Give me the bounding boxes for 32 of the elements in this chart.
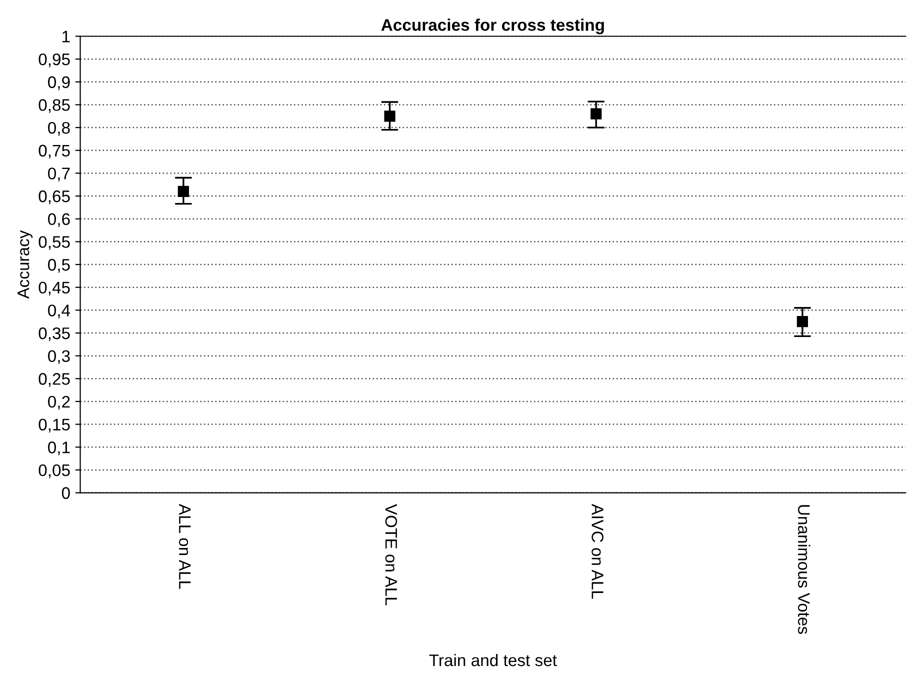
x-tick-label: AIVC on ALL [592,504,604,599]
point [384,110,396,122]
x-tick-label: ALL on ALL [178,504,191,589]
y-tick-label: 0,35 [38,327,70,342]
y-tick-label: 0,95 [38,53,70,68]
y-tick-label: 0,05 [38,464,70,478]
y-tick-label: 0,75 [38,144,70,159]
y-tick-label: 0,85 [38,99,70,113]
y-tick-label: 0,15 [38,418,70,432]
x-tick-label: Unanimous Votes [798,505,810,634]
y-tick-label: 0,6 [48,213,70,228]
point [796,316,808,328]
y-tick-label: 0,3 [48,350,70,364]
y-tick-label: 0 [62,487,70,499]
y-tick-label: 0,65 [38,190,70,204]
x-axis-title: Train and test set [429,654,557,666]
point [178,186,189,198]
y-tick-label: 0,45 [38,282,70,296]
y-tick-label: 0,2 [48,396,70,410]
y-tick-label: 0,5 [48,258,70,273]
y-tick-label: 1 [62,30,70,42]
chart-title: Accuracies for cross testing [381,18,604,34]
y-tick-label: 0,7 [48,168,70,182]
y-tick-label: 0,8 [48,122,70,136]
y-tick-label: 0,25 [38,373,70,387]
y-axis-title: Accuracy [18,230,33,299]
x-tick-label: VOTE on ALL [385,504,398,606]
y-tick-label: 0,55 [38,236,70,250]
y-tick-label: 0,9 [48,76,70,90]
y-tick-label: 0,4 [48,304,70,318]
y-tick-label: 0,1 [48,442,70,456]
point [590,108,602,120]
